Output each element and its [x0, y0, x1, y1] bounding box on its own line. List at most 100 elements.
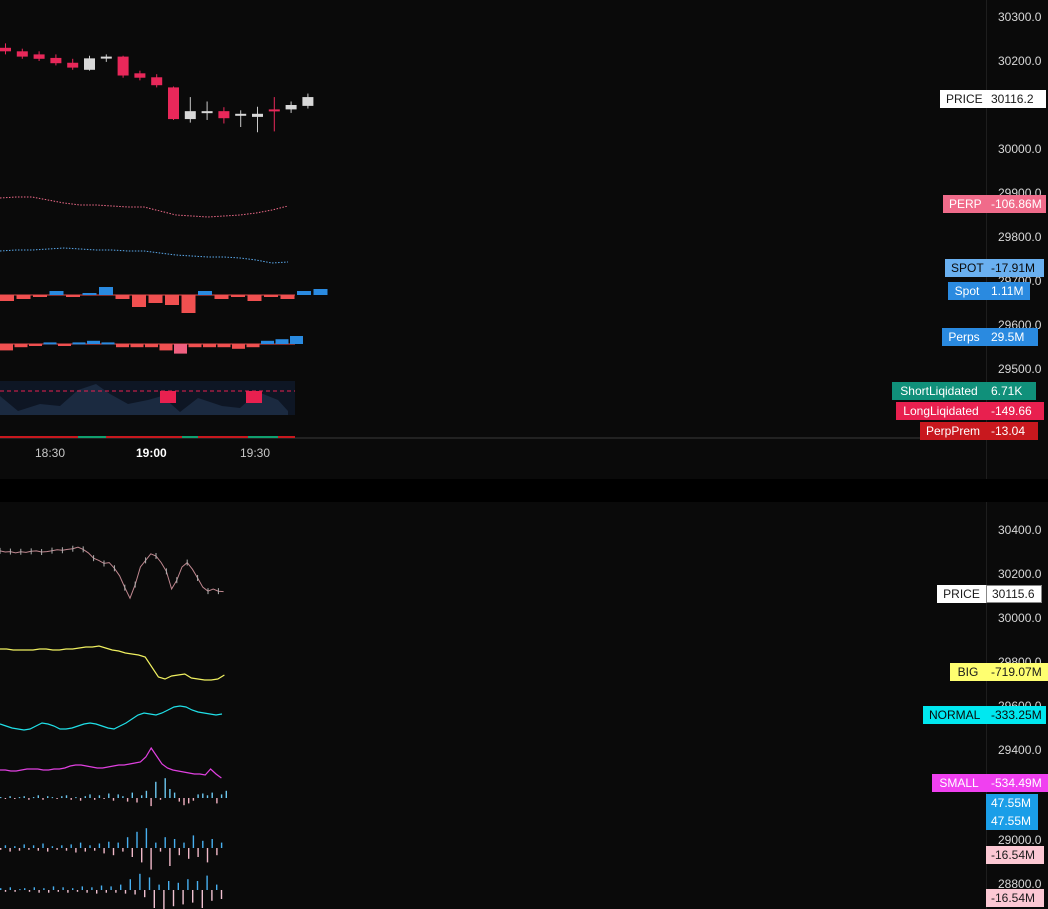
large-order-hist-bar — [103, 798, 105, 799]
large-order-hist-bar — [56, 798, 58, 799]
small-order-hist-bar — [86, 890, 88, 893]
large-order-hist-bar — [211, 792, 213, 798]
perps-delta-bar — [188, 344, 202, 348]
normal-order-hist-bar — [56, 848, 58, 850]
normal-order-hist-bar — [202, 840, 204, 848]
normal-order-hist-bar — [192, 835, 195, 848]
normal-order-hist-bar — [108, 841, 110, 848]
spot-delta-bar — [132, 295, 146, 307]
big-cvd-line — [0, 645, 225, 681]
small-order-hist-bar — [91, 887, 93, 890]
small-order-hist-bar — [148, 877, 151, 890]
top-chart-panel[interactable]: 30300.0 30200.0 30000.0 29900.0 29800.0 29700… — [0, 0, 1048, 479]
legend-tag-value: 30115.6 — [986, 585, 1042, 603]
spot-delta-bar — [198, 291, 212, 295]
perps-delta-bar — [14, 344, 28, 348]
candle-body — [100, 56, 112, 59]
perps-delta-bar — [29, 344, 42, 346]
normal-order-hist-bar — [103, 848, 105, 854]
perps-delta-bar — [217, 344, 231, 348]
spot-delta-bar — [66, 295, 80, 297]
y-axis-tick-label: 30300.0 — [998, 10, 1042, 24]
candle-body — [33, 54, 45, 59]
small-order-hist-bar — [192, 890, 194, 903]
large-order-hist-bar — [155, 781, 157, 798]
candle-body — [235, 113, 247, 116]
legend-tag-value: -13.04 — [986, 422, 1038, 440]
large-order-hist-bar — [70, 798, 72, 800]
perps-delta-bar — [246, 344, 260, 348]
perps-delta-bar — [101, 342, 115, 345]
spot-delta-bar — [115, 295, 130, 299]
top-chart-canvas[interactable] — [0, 0, 1048, 479]
large-order-hist-bar — [169, 789, 171, 798]
small-order-hist-bar — [134, 890, 136, 895]
candle-body — [252, 113, 263, 117]
candle-body — [168, 87, 179, 120]
perps-delta-bar — [159, 344, 173, 351]
candle-body — [117, 56, 129, 76]
legend-tag-value: 1.11M — [986, 282, 1030, 300]
y-axis-tick-label: 30000.0 — [998, 142, 1042, 156]
y-axis-tick-label: 29800.0 — [998, 230, 1042, 244]
perps-delta-bar — [116, 344, 129, 348]
y-axis-tick-label: 30000.0 — [998, 611, 1042, 625]
perp-cvd-line — [0, 196, 289, 218]
large-order-hist-bar — [61, 796, 63, 798]
perps-delta-bar — [87, 340, 100, 344]
spot-delta-bar — [165, 295, 179, 305]
normal-order-hist-bar — [150, 848, 152, 870]
small-order-hist-bar — [43, 888, 45, 890]
top-price-axis-divider — [986, 0, 987, 479]
legend-tag-label: SMALL — [932, 774, 986, 792]
normal-order-hist-bar — [188, 848, 190, 859]
legend-tag-value: 47.55M — [986, 812, 1038, 830]
large-order-hist-bar — [9, 796, 11, 798]
large-order-hist-bar — [136, 798, 138, 803]
legend-tag-label: Spot — [948, 282, 986, 300]
large-order-hist-bar — [145, 790, 148, 798]
large-order-hist-bar — [14, 798, 16, 799]
bottom-chart-panel[interactable]: 30400.030200.030000.029800.029600.029400… — [0, 502, 1048, 909]
spot-delta-bar — [231, 295, 245, 297]
normal-order-hist-bar — [211, 839, 213, 848]
small-order-hist-bar — [115, 890, 117, 893]
y-axis-tick-label: 29000.0 — [998, 833, 1042, 847]
perps-delta-bar — [203, 344, 216, 348]
spot-delta-bar — [16, 295, 31, 299]
legend-tag-label: PRICE — [940, 90, 986, 108]
liquidation-area — [0, 384, 288, 415]
normal-order-hist-bar — [216, 848, 218, 856]
legend-tag-label: BIG — [950, 663, 986, 681]
normal-order-hist-bar — [131, 848, 133, 857]
large-order-hist-bar — [206, 795, 209, 798]
small-order-hist-bar — [52, 886, 55, 890]
perp-prem-segment — [248, 436, 278, 438]
normal-order-hist-bar — [32, 845, 35, 848]
legend-tag-value: -534.49M — [986, 774, 1048, 792]
y-axis-tick-label: 30200.0 — [998, 567, 1042, 581]
perps-delta-bar — [174, 344, 187, 354]
candle-body — [84, 58, 95, 70]
large-order-hist-bar — [37, 795, 39, 798]
large-order-hist-bar — [225, 790, 227, 798]
small-order-hist-bar — [81, 886, 83, 890]
legend-tag-value: -17.91M — [986, 259, 1044, 277]
perps-delta-bar — [145, 344, 158, 348]
small-order-hist-bar — [177, 882, 179, 890]
normal-order-hist-bar — [75, 848, 77, 853]
small-order-hist-bar — [14, 890, 16, 892]
normal-order-hist-bar — [126, 837, 129, 848]
y-axis-tick-label: 30200.0 — [998, 54, 1042, 68]
small-order-hist-bar — [72, 888, 74, 890]
large-order-hist-bar — [28, 798, 30, 800]
legend-tag-label: ShortLiqidated — [892, 382, 986, 400]
legend-tag-value: 6.71K — [986, 382, 1036, 400]
small-order-hist-bar — [24, 888, 26, 890]
bottom-chart-canvas[interactable] — [0, 502, 1048, 909]
y-axis-tick-label: 28800.0 — [998, 877, 1042, 891]
long-liq-bar — [246, 391, 262, 403]
small-cvd-line — [0, 746, 222, 779]
large-order-hist-bar — [220, 794, 223, 798]
candle-body — [302, 97, 314, 106]
